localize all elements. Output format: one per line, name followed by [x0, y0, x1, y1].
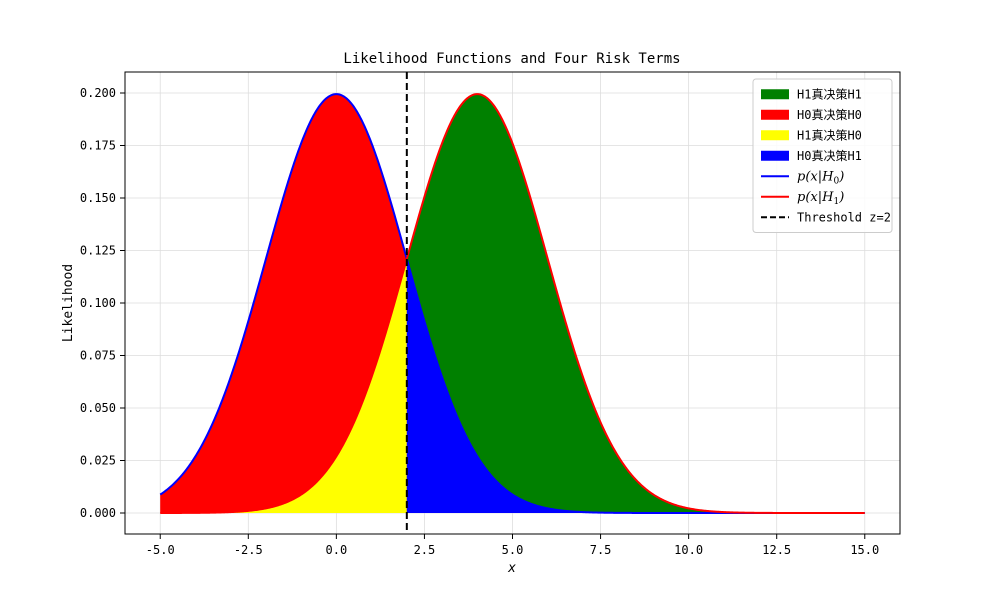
- x-tick-label: 7.5: [590, 543, 612, 557]
- fill-region-3: [160, 258, 407, 513]
- legend-entry: Threshold z=2: [761, 210, 891, 224]
- legend-swatch: [761, 130, 789, 141]
- legend-entry: H1真决策H1: [761, 87, 862, 101]
- x-axis-label: x: [507, 561, 516, 576]
- y-tick-label: 0.125: [80, 244, 116, 258]
- y-axis-label: Likelihood: [61, 264, 76, 342]
- x-tick-label: 5.0: [502, 543, 524, 557]
- legend-swatch: [761, 150, 789, 161]
- chart-title: Likelihood Functions and Four Risk Terms: [343, 51, 680, 67]
- legend-entry: p(x|H1): [761, 190, 844, 207]
- x-tick-label: 0.0: [326, 543, 348, 557]
- legend-entry: H1真决策H0: [761, 128, 862, 142]
- x-tick-label: 15.0: [850, 543, 879, 557]
- x-tick-label: 10.0: [674, 543, 703, 557]
- curve-h1: [160, 93, 865, 514]
- legend-label: H1真决策H1: [797, 87, 862, 101]
- legend: H1真决策H1 H0真决策H0 H1真决策H0 H0真决策H1 p(x|H0) p(x|H…: [752, 78, 893, 233]
- fill-region-4: [406, 258, 865, 513]
- legend-label: H1真决策H0: [797, 128, 862, 142]
- y-tick-label: 0.075: [80, 349, 116, 363]
- legend-entry: p(x|H0): [761, 169, 844, 186]
- legend-label: p(x|H1): [797, 190, 844, 207]
- legend-entry: H0真决策H0: [761, 108, 862, 122]
- y-tick-label: 0.025: [80, 454, 116, 468]
- legend-label: p(x|H0): [797, 169, 844, 186]
- legend-entry: H0真决策H1: [761, 149, 862, 163]
- axes: -5.0 -2.5 0.0 2.5 5.0 7.5 10.0 12.5 15.0 0.000 0.0…: [80, 71, 901, 557]
- x-tick-label: 2.5: [414, 543, 436, 557]
- x-tick-label: -5.0: [146, 543, 175, 557]
- y-tick-label: 0.100: [80, 296, 116, 310]
- legend-label: Threshold z=2: [797, 210, 891, 224]
- fill-region-1: [406, 94, 865, 514]
- y-tick-label: 0.175: [80, 139, 116, 153]
- fill-region-2: [160, 94, 407, 514]
- legend-label: H0真决策H1: [797, 149, 862, 163]
- legend-swatch: [761, 89, 789, 100]
- y-tick-label: 0.000: [80, 506, 116, 520]
- y-tick-label: 0.150: [80, 191, 116, 205]
- x-tick-label: -2.5: [234, 543, 263, 557]
- legend-label: H0真决策H0: [797, 108, 862, 122]
- y-tick-label: 0.050: [80, 401, 116, 415]
- x-tick-label: 12.5: [762, 543, 791, 557]
- risk-fills: [160, 94, 865, 514]
- curves: [159, 93, 865, 514]
- legend-swatch: [761, 109, 789, 120]
- y-tick-label: 0.200: [80, 86, 116, 100]
